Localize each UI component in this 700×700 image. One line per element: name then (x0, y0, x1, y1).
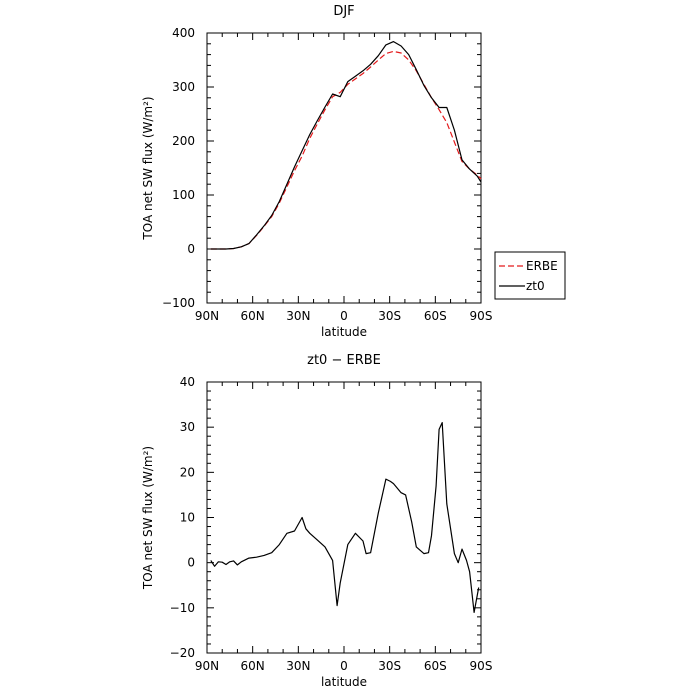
y-tick-label: 300 (172, 80, 195, 94)
x-tick-label: 60S (424, 659, 447, 673)
y-tick-label: 30 (180, 420, 195, 434)
panel-bottom: 90N 60N 30N 0 30S 60S 90S −20 −10 0 10 20 30 40 zt0 − … (141, 353, 492, 689)
y-tick-label: 20 (180, 465, 195, 479)
y-tick-label: 40 (180, 375, 195, 389)
x-axis-label: latitude (321, 675, 367, 689)
y-tick-label: −10 (170, 601, 195, 615)
chart-title: DJF (333, 4, 354, 19)
series-line-zt0 (210, 41, 482, 250)
legend-label-zt0: zt0 (526, 279, 545, 293)
y-tick-label: 400 (172, 26, 195, 40)
y-tick-label: 200 (172, 134, 195, 148)
y-axis-label: TOA net SW flux (W/m²) (141, 446, 155, 590)
x-tick-label: 60N (241, 309, 265, 323)
x-tick-label: 90N (195, 309, 219, 323)
x-tick-label: 60N (241, 659, 265, 673)
y-tick-label: 10 (180, 511, 195, 525)
plot-frame (206, 32, 482, 304)
panel-top: 90N 60N 30N 0 30S 60S 90S −100 0 100 200 300 400 DJF l… (141, 4, 566, 339)
x-tick-label: 90N (195, 659, 219, 673)
y-axis-label: TOA net SW flux (W/m²) (141, 96, 155, 240)
x-tick-label: 90S (470, 659, 493, 673)
x-tick-label: 0 (340, 659, 348, 673)
x-tick-label: 90S (470, 309, 493, 323)
y-tick-label: 0 (187, 242, 195, 256)
x-axis-label: latitude (321, 325, 367, 339)
x-tick-label: 60S (424, 309, 447, 323)
chart-title: zt0 − ERBE (307, 353, 381, 368)
y-tick-label: 100 (172, 188, 195, 202)
plot-frame (206, 381, 482, 654)
x-tick-label: 30N (286, 309, 310, 323)
x-tick-label: 30S (378, 309, 401, 323)
x-tick-label: 30S (378, 659, 401, 673)
y-tick-label: 0 (187, 556, 195, 570)
x-tick-label: 0 (340, 309, 348, 323)
x-tick-label: 30N (286, 659, 310, 673)
y-tick-label: −100 (162, 296, 195, 310)
legend-box (494, 251, 566, 300)
series-line-ERBE (210, 50, 482, 250)
series-line-diff (210, 422, 480, 613)
legend-label-ERBE: ERBE (526, 259, 558, 273)
y-tick-label: −20 (170, 646, 195, 660)
